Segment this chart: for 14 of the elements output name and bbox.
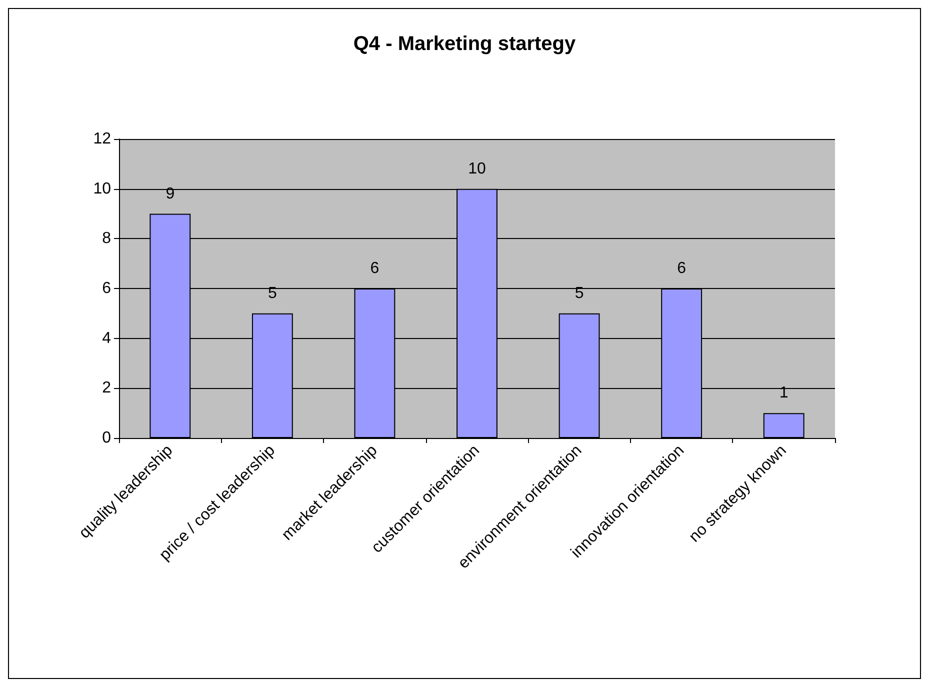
data-label: 10 bbox=[468, 160, 486, 178]
chart-title: Q4 - Marketing startegy bbox=[353, 33, 577, 55]
data-label: 6 bbox=[677, 260, 686, 277]
y-tick-label: 8 bbox=[102, 230, 112, 248]
data-label: 5 bbox=[574, 284, 584, 302]
y-tick-label: 6 bbox=[102, 280, 112, 297]
y-tick-label: 0 bbox=[102, 430, 112, 446]
data-label: 5 bbox=[268, 284, 277, 302]
y-tick-label: 4 bbox=[102, 330, 112, 347]
y-tick-label: 2 bbox=[102, 380, 112, 397]
y-tick-label: 10 bbox=[93, 180, 112, 198]
bar bbox=[763, 413, 804, 438]
y-tick-label: 12 bbox=[93, 130, 112, 148]
data-label: 6 bbox=[370, 260, 380, 277]
